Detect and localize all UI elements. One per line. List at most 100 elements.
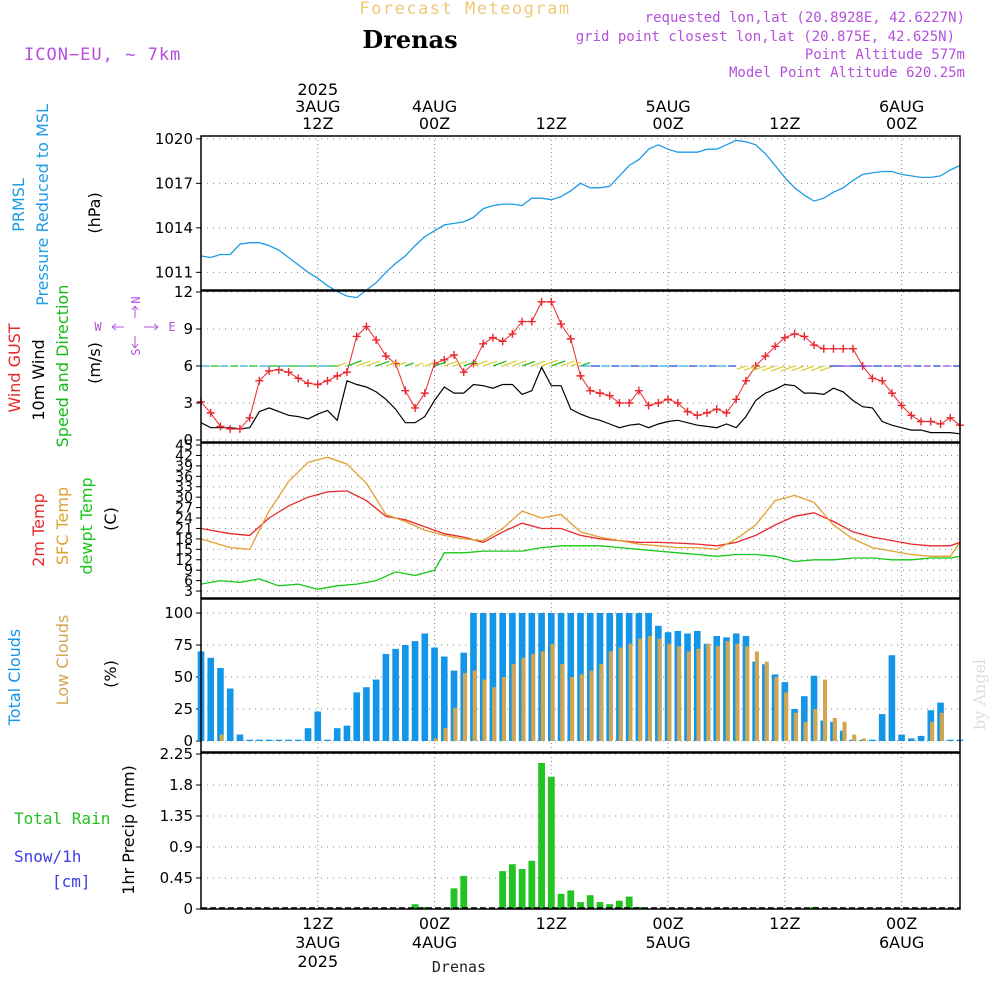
wind-direction-arrow (366, 360, 381, 367)
total-clouds-bar (236, 734, 244, 741)
low-clouds-bar (667, 643, 672, 741)
total-clouds-bar (304, 728, 312, 741)
wind-gust-marker (605, 391, 614, 400)
wind-direction-arrow (541, 359, 559, 367)
total-clouds-bar (207, 657, 215, 741)
total-clouds-bar (898, 734, 905, 741)
wind-direction-arrow (791, 365, 805, 372)
wind-gust-marker (459, 368, 468, 377)
low-clouds-bar (706, 643, 711, 741)
total-clouds-bar (217, 668, 224, 741)
compass-south: S (129, 348, 143, 355)
wind-gust-marker (810, 341, 819, 350)
wind-gust-marker (946, 413, 955, 422)
total-clouds-bar (285, 739, 292, 741)
y-tick-label: 27 (175, 501, 193, 517)
t2m-line (200, 490, 961, 547)
y-tick-label: 39 (175, 459, 193, 475)
y-tick-label: 0.45 (160, 869, 193, 887)
y-tick-label: 9 (183, 320, 193, 338)
y-tick-label: 45 (175, 438, 193, 454)
y-tick-label: 1017 (155, 174, 193, 192)
rain-bar (528, 860, 536, 909)
watermark: by Angel (970, 659, 989, 730)
low-clouds-bar (453, 707, 458, 741)
pressure-line (200, 139, 961, 299)
compass-arrows-icon (111, 305, 159, 349)
wind-direction-arrow (531, 360, 546, 367)
total-clouds-bar (256, 739, 263, 741)
panels: 1011101410171020036912369121518212427303… (155, 130, 964, 918)
forecast-title: Forecast Meteogram (359, 0, 570, 19)
wind-direction-arrow (337, 362, 347, 367)
wind-gust-marker (235, 424, 244, 433)
wind-gust-marker (381, 352, 390, 361)
y-tick-label: 36 (175, 469, 193, 485)
wind-gust-marker (615, 399, 624, 407)
rain-bar (586, 895, 594, 909)
total-clouds-bar (246, 739, 253, 741)
wind-direction-arrow (414, 362, 424, 367)
total-clouds-bar (800, 696, 808, 741)
snow-label: Snow/1h (14, 847, 81, 866)
y-tick-label: 18 (175, 532, 193, 548)
wind-direction-arrow (780, 365, 795, 372)
wind-unit-label: (m/s) (85, 342, 104, 384)
wind-direction-arrow (444, 360, 459, 367)
top-time-label: 00Z (419, 114, 450, 133)
rain-bar (411, 904, 419, 909)
y-tick-label: 0 (183, 431, 193, 449)
panel-frame (200, 598, 961, 753)
wind-gust-marker (625, 399, 634, 407)
y-tick-label: 1020 (155, 130, 193, 148)
wind-gust-marker (634, 386, 643, 395)
wind-gust-marker (352, 332, 361, 341)
total-clouds-bar (353, 692, 361, 741)
wind-direction-arrow (453, 360, 467, 367)
total-clouds-bar (294, 739, 302, 741)
low-clouds-bar (608, 651, 614, 741)
low-clouds-bar (677, 646, 682, 741)
wind-gust-label: Wind GUST (5, 323, 24, 413)
low-clouds-bar (725, 641, 730, 741)
low-clouds-bar (745, 646, 750, 741)
total-clouds-bar (869, 739, 876, 741)
wind-gust-marker (226, 424, 235, 433)
low-clouds-bar (550, 643, 555, 741)
total-clouds-bar (372, 679, 380, 741)
top-time-label: 2025 (297, 80, 338, 99)
wind-gust-marker (868, 374, 877, 383)
rain-bar (508, 864, 516, 909)
total-clouds-bar (810, 675, 818, 741)
low-clouds-bar (618, 647, 623, 741)
bottom-time-label: 00Z (419, 914, 450, 933)
total-clouds-bar (411, 641, 419, 741)
top-time-label: 12Z (769, 114, 800, 133)
low-clouds-bar (813, 709, 818, 741)
wind-gust-marker (683, 407, 692, 416)
y-tick-label: 1011 (155, 263, 193, 281)
prmsl-label: PRMSL (9, 178, 28, 232)
wind-gust-marker (887, 389, 896, 398)
total-clouds-bar (888, 655, 896, 741)
y-tick-label: 25 (174, 700, 193, 718)
top-time-label: 4AUG (412, 97, 457, 116)
total-clouds-bar (908, 738, 915, 741)
total-clouds-bar (343, 725, 351, 741)
low-clouds-bar (852, 734, 857, 741)
low-clouds-bar (560, 664, 565, 741)
total-clouds-bar (314, 711, 322, 741)
clouds-unit-label: (%) (101, 660, 120, 688)
low-clouds-bar (472, 670, 477, 741)
total-clouds-bar (275, 739, 283, 741)
rain-bar (625, 896, 633, 909)
t2m-label: 2m Temp (29, 493, 48, 567)
y-tick-label: 6 (183, 357, 193, 375)
wind-direction-arrow (512, 360, 527, 367)
wind-gust-marker (401, 386, 410, 395)
wind-gust-marker (206, 408, 215, 417)
wind-direction-arrow (492, 360, 507, 367)
wind-gust-marker (771, 342, 780, 351)
panel-frame (200, 442, 961, 599)
low-clouds-bar (774, 677, 779, 741)
